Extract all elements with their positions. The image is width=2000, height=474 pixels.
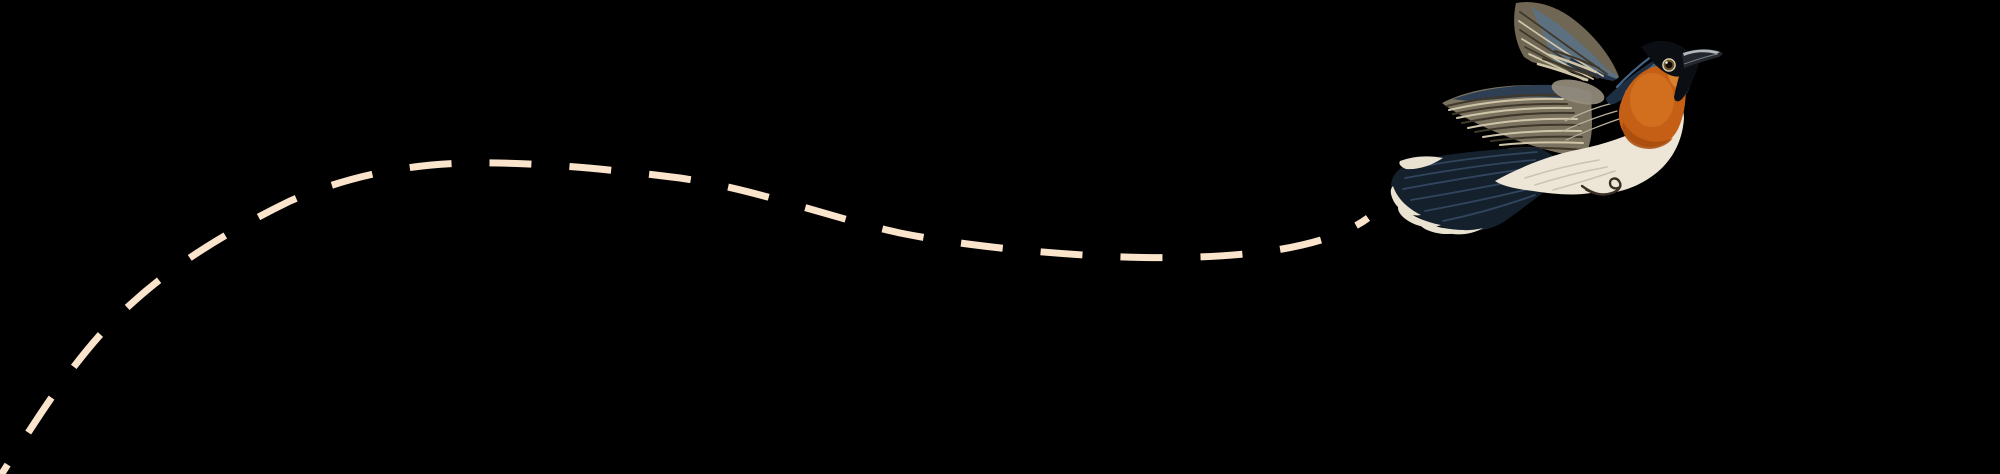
foot-toe bbox=[1585, 189, 1605, 196]
tail-white-tips bbox=[1390, 156, 1483, 235]
covert-stripes-dark bbox=[1542, 50, 1600, 77]
beak-ridge bbox=[1683, 49, 1720, 56]
throat-lower-shadow bbox=[1622, 122, 1673, 149]
belly bbox=[1495, 92, 1684, 195]
bird-foot bbox=[1580, 177, 1622, 196]
black-mask-crescent bbox=[1674, 63, 1699, 102]
beak-gape-line bbox=[1683, 53, 1719, 65]
eye-outline bbox=[1661, 57, 1677, 73]
scapular-smudge bbox=[1551, 79, 1605, 105]
eye-highlight bbox=[1665, 61, 1668, 64]
flight-path-stroke-group bbox=[0, 159, 1371, 474]
far-wing-stripes-dark bbox=[1446, 93, 1585, 151]
far-wing-stripes-light bbox=[1448, 97, 1584, 146]
bird-illustration bbox=[1390, 2, 1723, 235]
throat-highlight bbox=[1630, 73, 1674, 127]
beak-base bbox=[1682, 49, 1723, 68]
belly-shading bbox=[1524, 159, 1616, 191]
bird-far-wing bbox=[1442, 84, 1592, 157]
bird-raised-wing bbox=[1514, 2, 1619, 81]
bird-body bbox=[1495, 92, 1684, 195]
flight-path bbox=[0, 159, 1371, 474]
bird-wing-coverts bbox=[1536, 50, 1605, 105]
back-streaks bbox=[1562, 102, 1623, 141]
raised-wing-blue-band bbox=[1531, 7, 1619, 80]
flight-path-dash-group bbox=[0, 159, 1371, 474]
bird-eye bbox=[1661, 57, 1677, 73]
bird-throat-patch bbox=[1618, 63, 1686, 149]
covert-stripes-light bbox=[1536, 53, 1598, 82]
bird-beak bbox=[1682, 49, 1723, 68]
